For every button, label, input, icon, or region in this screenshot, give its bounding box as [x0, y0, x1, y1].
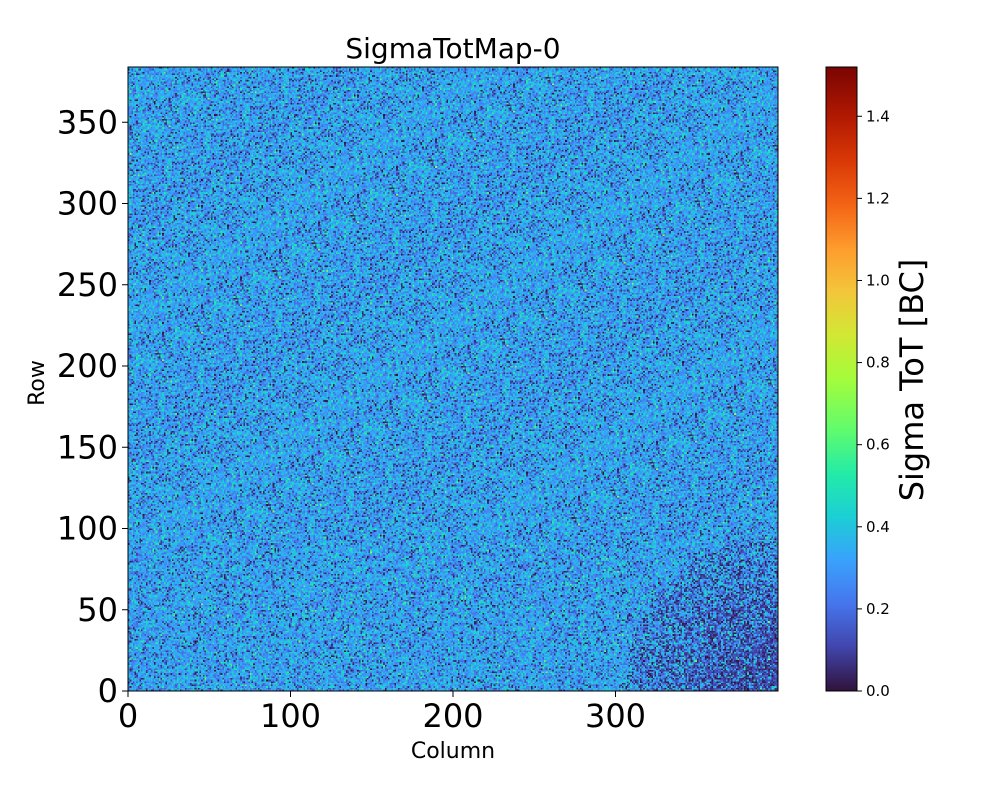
- colorbar: [825, 66, 858, 692]
- colorbar-ticks: 0.0 0.2 0.4 0.6 0.8 1.0 1.2 1.4: [857, 107, 890, 700]
- y-tick-label: 300: [57, 185, 118, 223]
- x-tick-label: 100: [260, 697, 321, 735]
- x-tick-label: 300: [585, 697, 646, 735]
- colorbar-tick-label: 0.0: [866, 682, 890, 700]
- x-axis-ticks: 0 100 200 300: [118, 691, 646, 735]
- y-tick-label: 50: [77, 591, 118, 629]
- y-tick-label: 200: [57, 347, 118, 385]
- y-axis-label: Row: [25, 360, 50, 406]
- x-axis-label: Column: [411, 739, 495, 764]
- colorbar-label: Sigma ToT [BC]: [893, 259, 931, 502]
- y-tick-label: 0: [98, 672, 118, 710]
- heatmap-area: [128, 67, 778, 691]
- chart-title: SigmaTotMap-0: [345, 32, 560, 65]
- y-tick-label: 150: [57, 428, 118, 466]
- x-tick-label: 200: [422, 697, 483, 735]
- colorbar-tick-label: 1.2: [866, 189, 890, 207]
- y-axis-ticks: 0 50 100 150 200 250 300 350: [57, 103, 128, 710]
- x-tick-label: 0: [118, 697, 138, 735]
- colorbar-tick-label: 0.4: [866, 518, 890, 536]
- heatmap-raster: [128, 67, 778, 691]
- y-tick-label: 100: [57, 510, 118, 548]
- colorbar-tick-label: 1.4: [866, 107, 890, 125]
- colorbar-tick-label: 0.6: [866, 436, 890, 454]
- colorbar-tick-label: 0.8: [866, 354, 890, 372]
- colorbar-tick-label: 1.0: [866, 271, 890, 289]
- y-tick-label: 250: [57, 266, 118, 304]
- y-tick-label: 350: [57, 103, 118, 141]
- colorbar-tick-label: 0.2: [866, 600, 890, 618]
